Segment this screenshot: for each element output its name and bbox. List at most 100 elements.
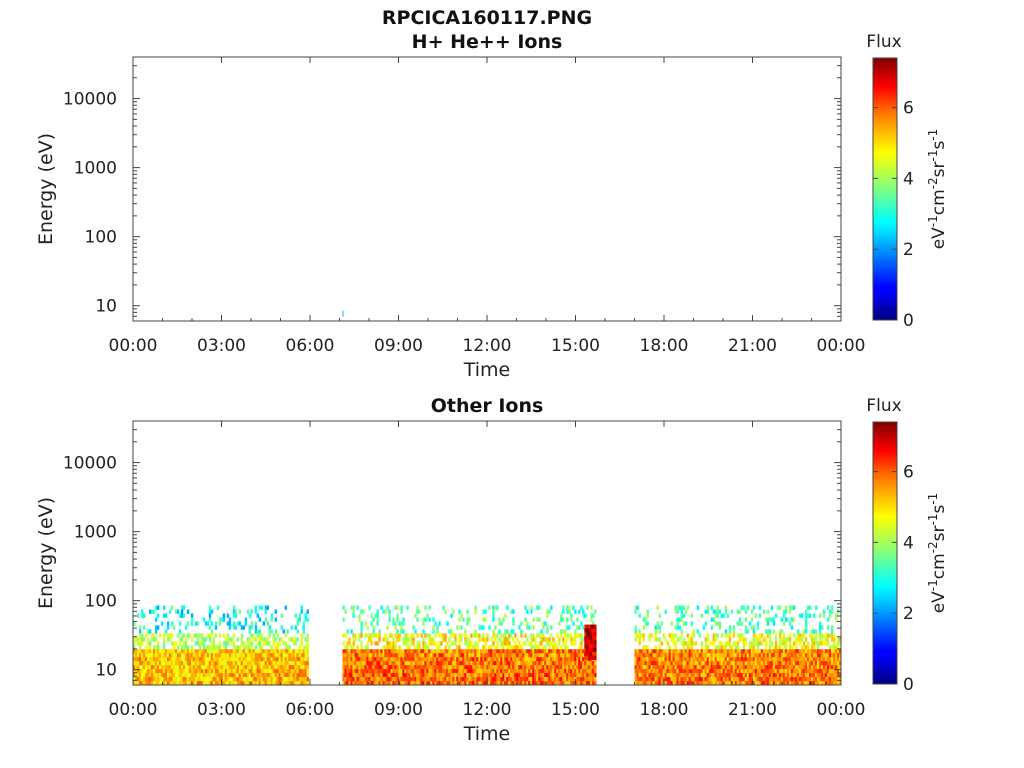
flux-cell <box>778 657 782 662</box>
flux-cell <box>578 661 581 666</box>
flux-cell <box>190 617 194 622</box>
flux-cell <box>342 673 345 678</box>
flux-cell <box>218 649 222 654</box>
flux-cell <box>358 673 361 678</box>
flux-cell <box>346 653 349 658</box>
flux-cell <box>180 665 184 670</box>
flux-cell <box>246 637 250 642</box>
flux-cell <box>270 681 274 686</box>
flux-cell <box>244 677 248 682</box>
flux-cell <box>182 657 186 662</box>
flux-cell <box>644 673 647 678</box>
flux-cell <box>268 681 272 686</box>
flux-cell <box>232 665 236 670</box>
flux-cell <box>150 633 154 638</box>
flux-cell <box>518 681 521 686</box>
flux-cell <box>508 665 511 670</box>
flux-cell <box>134 665 138 670</box>
flux-cell <box>462 669 465 674</box>
flux-cell <box>714 661 718 666</box>
flux-cell <box>764 681 768 686</box>
flux-cell <box>506 673 509 678</box>
flux-cell <box>248 637 252 642</box>
flux-cell <box>658 661 661 666</box>
flux-cell <box>832 641 836 646</box>
flux-cell <box>438 621 441 626</box>
flux-cell <box>164 661 168 666</box>
flux-cell <box>730 665 734 670</box>
flux-cell <box>286 629 289 634</box>
flux-cell <box>448 657 451 662</box>
flux-cell <box>174 609 178 614</box>
flux-cell <box>370 673 373 678</box>
flux-cell <box>388 665 391 670</box>
flux-cell <box>398 633 401 638</box>
flux-cell <box>284 681 287 686</box>
flux-cell <box>444 653 447 658</box>
flux-cell <box>226 633 230 638</box>
flux-cell <box>660 669 663 674</box>
flux-cell <box>220 669 224 674</box>
flux-cell <box>716 645 720 650</box>
flux-cell <box>428 653 431 658</box>
flux-cell <box>192 649 196 654</box>
flux-cell <box>514 669 517 674</box>
flux-cell <box>656 673 659 678</box>
flux-cell <box>520 633 523 638</box>
flux-cell <box>468 645 471 650</box>
flux-cell <box>732 653 736 658</box>
flux-cell <box>774 681 778 686</box>
flux-cell <box>444 665 447 670</box>
flux-cell <box>556 633 559 638</box>
flux-cell <box>306 669 309 674</box>
flux-cell <box>724 673 728 678</box>
flux-cell <box>156 605 160 610</box>
flux-cell <box>580 641 583 646</box>
flux-cell <box>280 669 283 674</box>
flux-cell <box>654 637 657 642</box>
flux-cell <box>710 641 714 646</box>
flux-cell <box>534 673 537 678</box>
flux-cell <box>588 673 591 678</box>
flux-cell <box>826 649 830 654</box>
x-tick-label: 03:00 <box>197 700 246 720</box>
flux-cell <box>152 669 156 674</box>
flux-cell <box>496 645 499 650</box>
flux-cell <box>770 661 774 666</box>
flux-cell <box>200 681 204 686</box>
flux-cell <box>210 609 214 614</box>
flux-cell <box>182 669 186 674</box>
flux-cell <box>488 681 491 686</box>
flux-cell <box>226 653 230 658</box>
flux-cell <box>812 645 816 650</box>
flux-cell <box>258 637 262 642</box>
flux-cell <box>448 665 451 670</box>
flux-cell <box>586 651 589 657</box>
flux-cell <box>502 649 505 654</box>
flux-cell <box>522 673 525 678</box>
flux-cell <box>526 609 529 614</box>
flux-cell <box>552 665 555 670</box>
flux-cell <box>736 681 740 686</box>
flux-cell <box>804 613 808 618</box>
flux-cell <box>654 669 657 674</box>
flux-cell <box>470 649 473 654</box>
flux-cell <box>284 661 287 666</box>
flux-cell <box>278 681 281 686</box>
flux-cell <box>298 673 301 678</box>
flux-cell <box>764 617 768 622</box>
flux-cell <box>290 625 293 630</box>
flux-cell <box>760 657 764 662</box>
flux-cell <box>152 653 156 658</box>
flux-cell <box>240 653 244 658</box>
flux-cell <box>210 641 214 646</box>
flux-cell <box>270 661 274 666</box>
flux-cell <box>766 617 770 622</box>
flux-cell <box>218 653 222 658</box>
flux-cell <box>440 681 443 686</box>
flux-cell <box>528 661 531 666</box>
flux-cell <box>360 633 363 638</box>
flux-cell <box>218 681 222 686</box>
flux-cell <box>354 661 357 666</box>
flux-cell <box>164 665 168 670</box>
